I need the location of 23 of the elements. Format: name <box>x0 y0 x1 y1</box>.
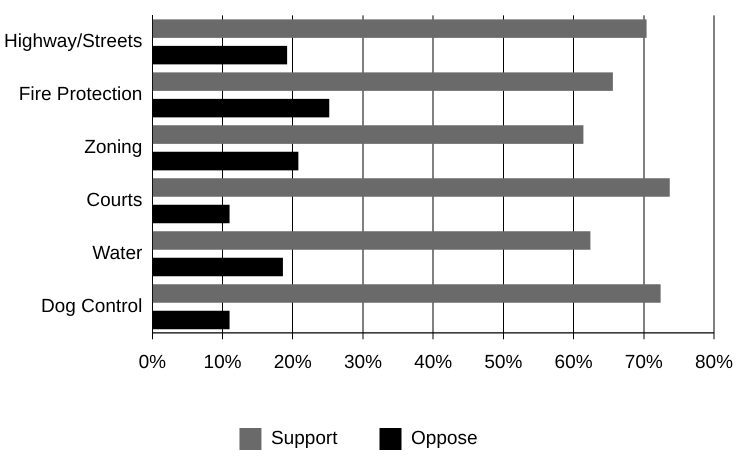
legend-label: Oppose <box>411 428 478 450</box>
bar <box>152 231 590 250</box>
y-tick-label: Zoning <box>84 137 142 158</box>
bar <box>152 178 670 197</box>
bar <box>152 125 584 144</box>
x-tick-label: 80% <box>694 352 734 373</box>
x-tick-label: 70% <box>624 352 663 373</box>
x-tick-label: 50% <box>484 352 522 373</box>
y-tick-label: Dog Control <box>40 296 142 317</box>
bar <box>152 19 647 38</box>
x-tick-label: 20% <box>274 352 312 373</box>
x-tick-label: 60% <box>554 352 593 373</box>
y-tick-label: Highway/Streets <box>4 31 142 52</box>
y-tick-label: Water <box>92 242 144 264</box>
y-tick-label: Fire Protection <box>18 84 142 106</box>
y-tick-label: Courts <box>86 190 142 212</box>
bar <box>152 284 661 303</box>
legend-label: Support <box>270 428 338 450</box>
x-tick-label: 40% <box>414 352 452 373</box>
x-tick-label: 30% <box>344 352 382 373</box>
x-tick-label: 0% <box>138 352 166 373</box>
x-tick-label: 10% <box>204 352 242 373</box>
bar <box>152 72 613 91</box>
